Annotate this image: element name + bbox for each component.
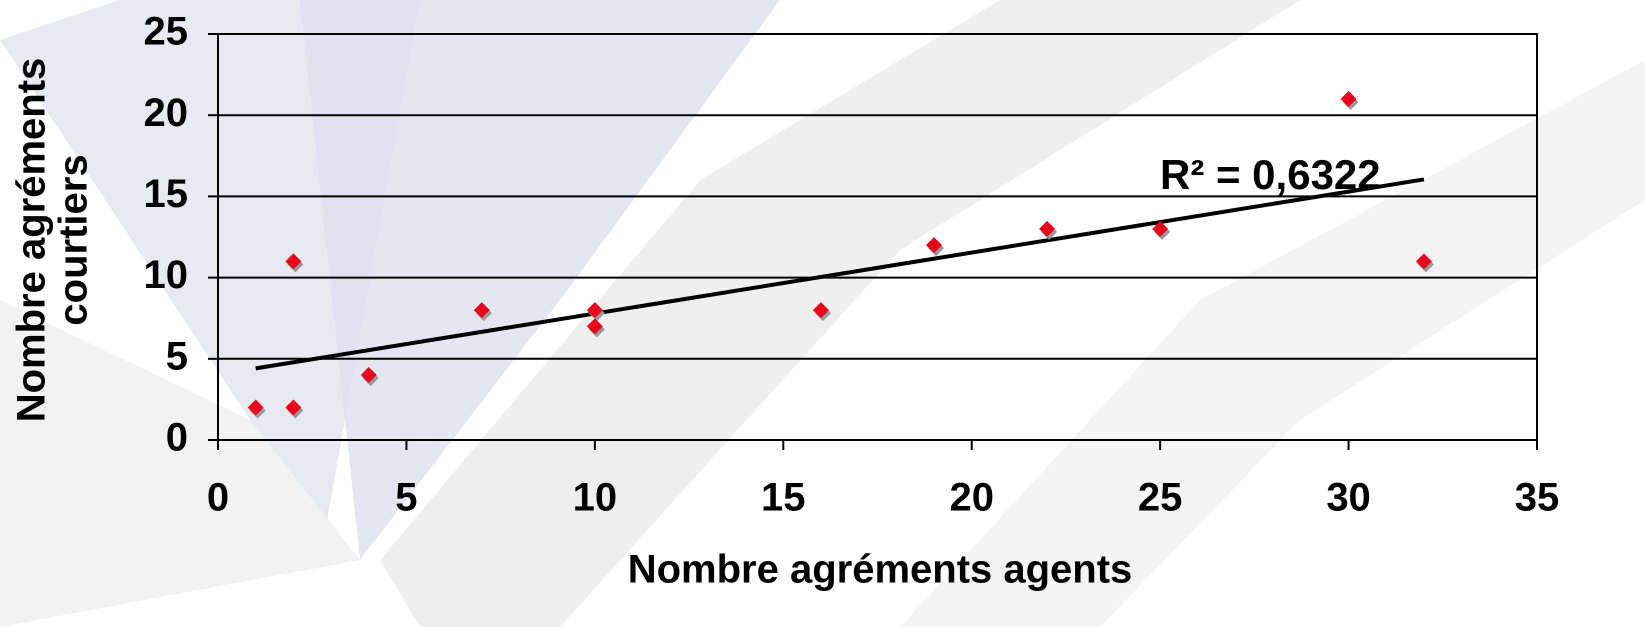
point [1415,253,1432,270]
x-tick-label: 10 [573,476,618,520]
x-tick-label: 35 [1515,476,1560,520]
point [285,399,302,416]
x-tick-label: 5 [395,476,417,520]
point [1152,220,1169,237]
x-tick-label: 30 [1326,476,1371,520]
y-axis-label: courtiers [52,154,96,325]
annotation: R² = 0,6322 [1160,151,1381,198]
point [812,302,829,319]
point [586,302,603,319]
point [926,237,943,254]
point [586,318,603,335]
x-tick-label: 15 [761,476,806,520]
y-axis-label-group: Nombre agréments courtiers [10,58,96,423]
x-tick-label: 20 [949,476,994,520]
point [1340,90,1357,107]
y-tick-label: 15 [144,172,189,216]
point [247,399,264,416]
plot-frame [217,33,1538,441]
x-tick-label: 0 [207,476,229,520]
y-tick-label: 20 [144,91,189,135]
point [360,367,377,384]
point [473,302,490,319]
y-tick-label: 5 [166,334,188,378]
y-tick-label: 0 [166,416,188,460]
x-axis-label: Nombre agréments agents [628,548,1133,592]
y-tick-label: 25 [144,10,189,54]
point [1039,220,1056,237]
y-axis-label: Nombre agréments [10,58,54,423]
y-tick-label: 10 [144,253,189,297]
x-tick-label: 25 [1138,476,1183,520]
trendline [255,177,1425,371]
point [285,253,302,270]
